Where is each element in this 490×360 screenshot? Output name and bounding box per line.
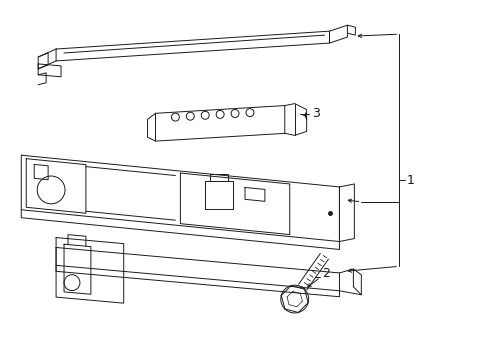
Text: 2: 2 bbox=[322, 267, 330, 280]
Text: 1: 1 bbox=[407, 174, 415, 186]
Text: 3: 3 bbox=[312, 107, 319, 120]
